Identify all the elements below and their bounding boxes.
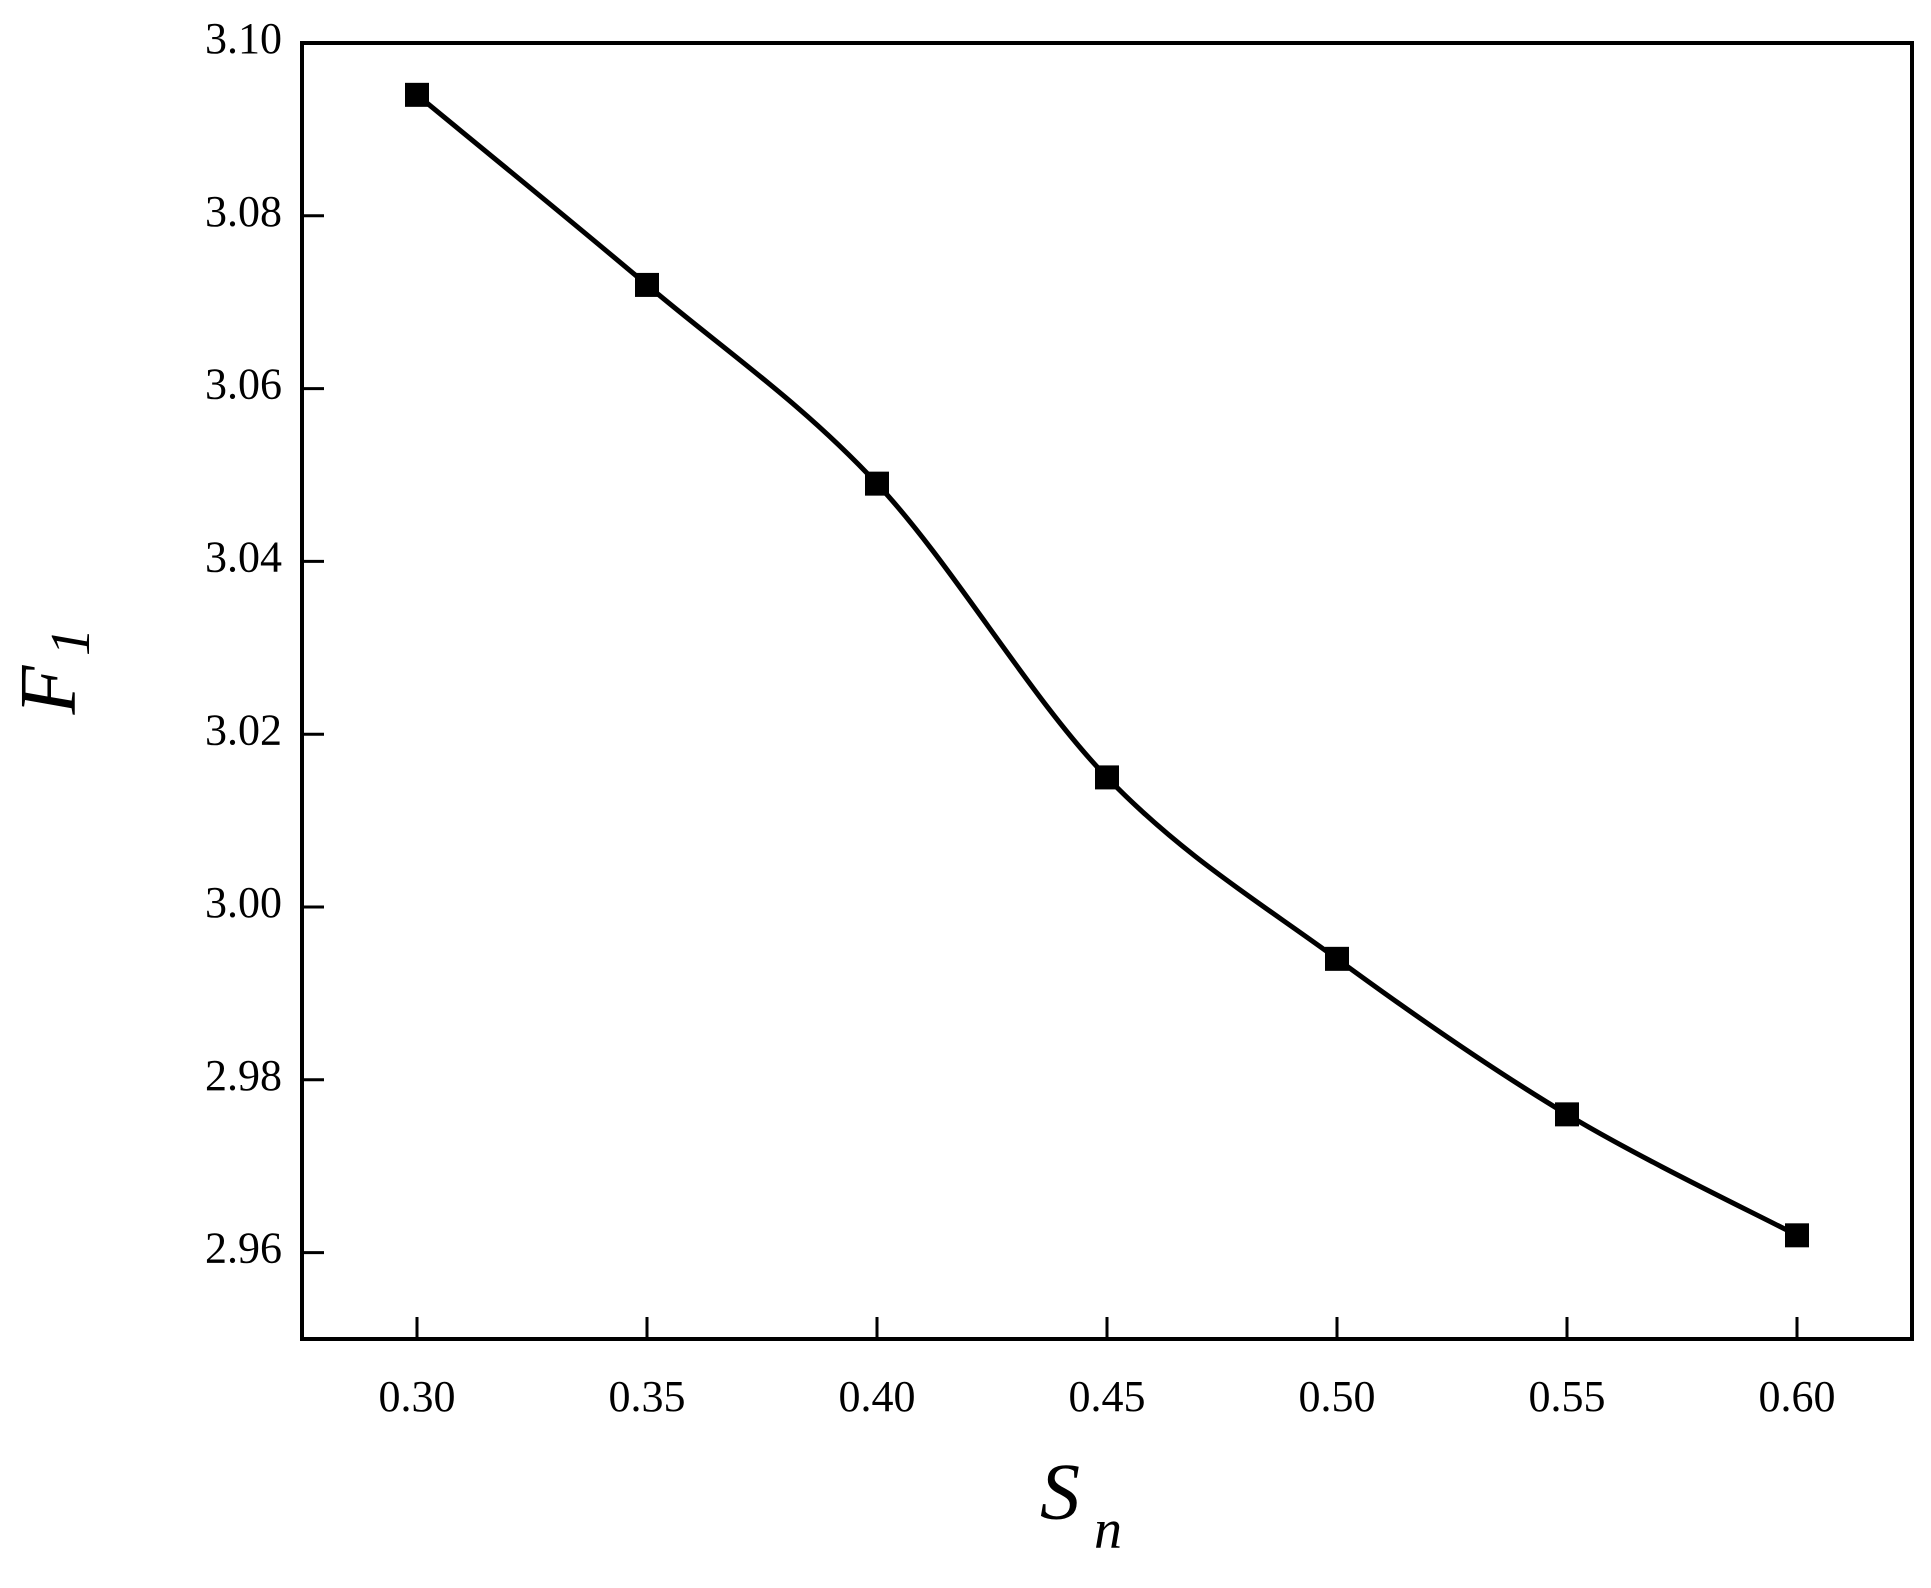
x-tick-label: 0.60 — [1759, 1372, 1836, 1421]
x-tick-label: 0.30 — [379, 1372, 456, 1421]
y-axis-label: F — [4, 664, 92, 715]
plot-frame — [300, 41, 1914, 1341]
x-tick-label: 0.40 — [839, 1372, 916, 1421]
marker — [1325, 946, 1349, 971]
y-tick-label: 3.04 — [205, 532, 282, 581]
x-tick-label: 0.55 — [1529, 1372, 1606, 1421]
marker — [405, 82, 429, 107]
x-tick-label: 0.50 — [1299, 1372, 1376, 1421]
marker — [1095, 765, 1119, 790]
y-tick-label: 2.98 — [205, 1051, 282, 1100]
y-axis-label-sub: 1 — [40, 628, 102, 656]
marker — [635, 272, 659, 297]
y-tick-label: 3.10 — [205, 14, 282, 63]
x-tick-label: 0.35 — [609, 1372, 686, 1421]
marker — [1785, 1223, 1809, 1248]
y-axis-label-group: F 1 — [4, 628, 102, 715]
y-tick-label: 3.08 — [205, 187, 282, 236]
x-axis-label-sub: n — [1094, 1499, 1122, 1561]
marker — [865, 471, 889, 496]
y-tick-label: 3.00 — [205, 878, 282, 927]
y-tick-label: 2.96 — [205, 1224, 282, 1273]
x-tick-label: 0.45 — [1069, 1372, 1146, 1421]
y-tick-label: 3.06 — [205, 360, 282, 409]
marker — [1555, 1102, 1579, 1127]
y-tick-label: 3.02 — [205, 705, 282, 754]
line — [415, 92, 1799, 1238]
x-axis-label: S — [1040, 1448, 1080, 1536]
